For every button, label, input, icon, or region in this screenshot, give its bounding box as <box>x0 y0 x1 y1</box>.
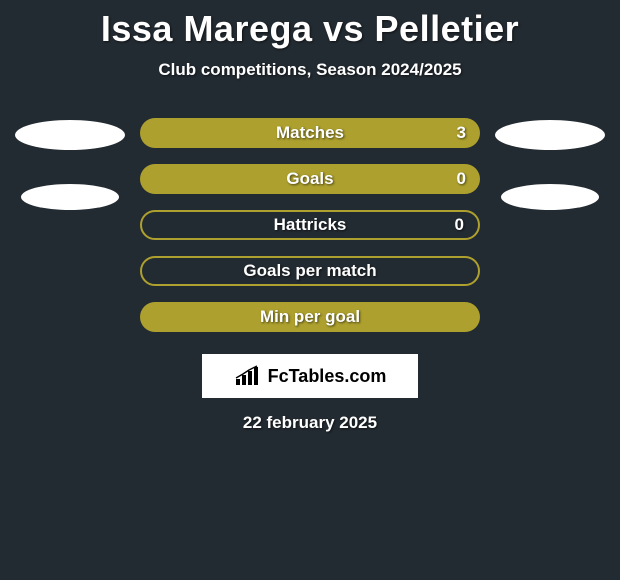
date-label: 22 february 2025 <box>243 413 377 433</box>
avatar-placeholder <box>21 184 119 210</box>
stat-bar-min-per-goal: Min per goal <box>140 302 480 332</box>
avatar-placeholder <box>501 184 599 210</box>
stat-label: Matches <box>276 123 344 143</box>
stat-value: 0 <box>457 169 466 189</box>
stat-value: 0 <box>455 215 464 235</box>
brand-text: FcTables.com <box>268 366 387 387</box>
left-player-col <box>10 118 130 210</box>
stat-label: Hattricks <box>274 215 347 235</box>
stat-bar-goals-per-match: Goals per match <box>140 256 480 286</box>
avatar-placeholder <box>495 120 605 150</box>
stat-bar-hattricks: Hattricks 0 <box>140 210 480 240</box>
stat-label: Goals <box>286 169 333 189</box>
stat-bar-matches: Matches 3 <box>140 118 480 148</box>
stat-bars: Matches 3 Goals 0 Hattricks 0 Goals per … <box>140 118 480 332</box>
page-title: Issa Marega vs Pelletier <box>101 8 519 50</box>
avatar-placeholder <box>15 120 125 150</box>
stat-label: Min per goal <box>260 307 360 327</box>
stat-label: Goals per match <box>243 261 376 281</box>
stats-area: Matches 3 Goals 0 Hattricks 0 Goals per … <box>0 118 620 332</box>
page-subtitle: Club competitions, Season 2024/2025 <box>158 60 461 80</box>
comparison-widget: Issa Marega vs Pelletier Club competitio… <box>0 0 620 433</box>
brand-logo[interactable]: FcTables.com <box>202 354 418 398</box>
stat-bar-goals: Goals 0 <box>140 164 480 194</box>
stat-value: 3 <box>457 123 466 143</box>
right-player-col <box>490 118 610 210</box>
bars-icon <box>234 365 262 387</box>
